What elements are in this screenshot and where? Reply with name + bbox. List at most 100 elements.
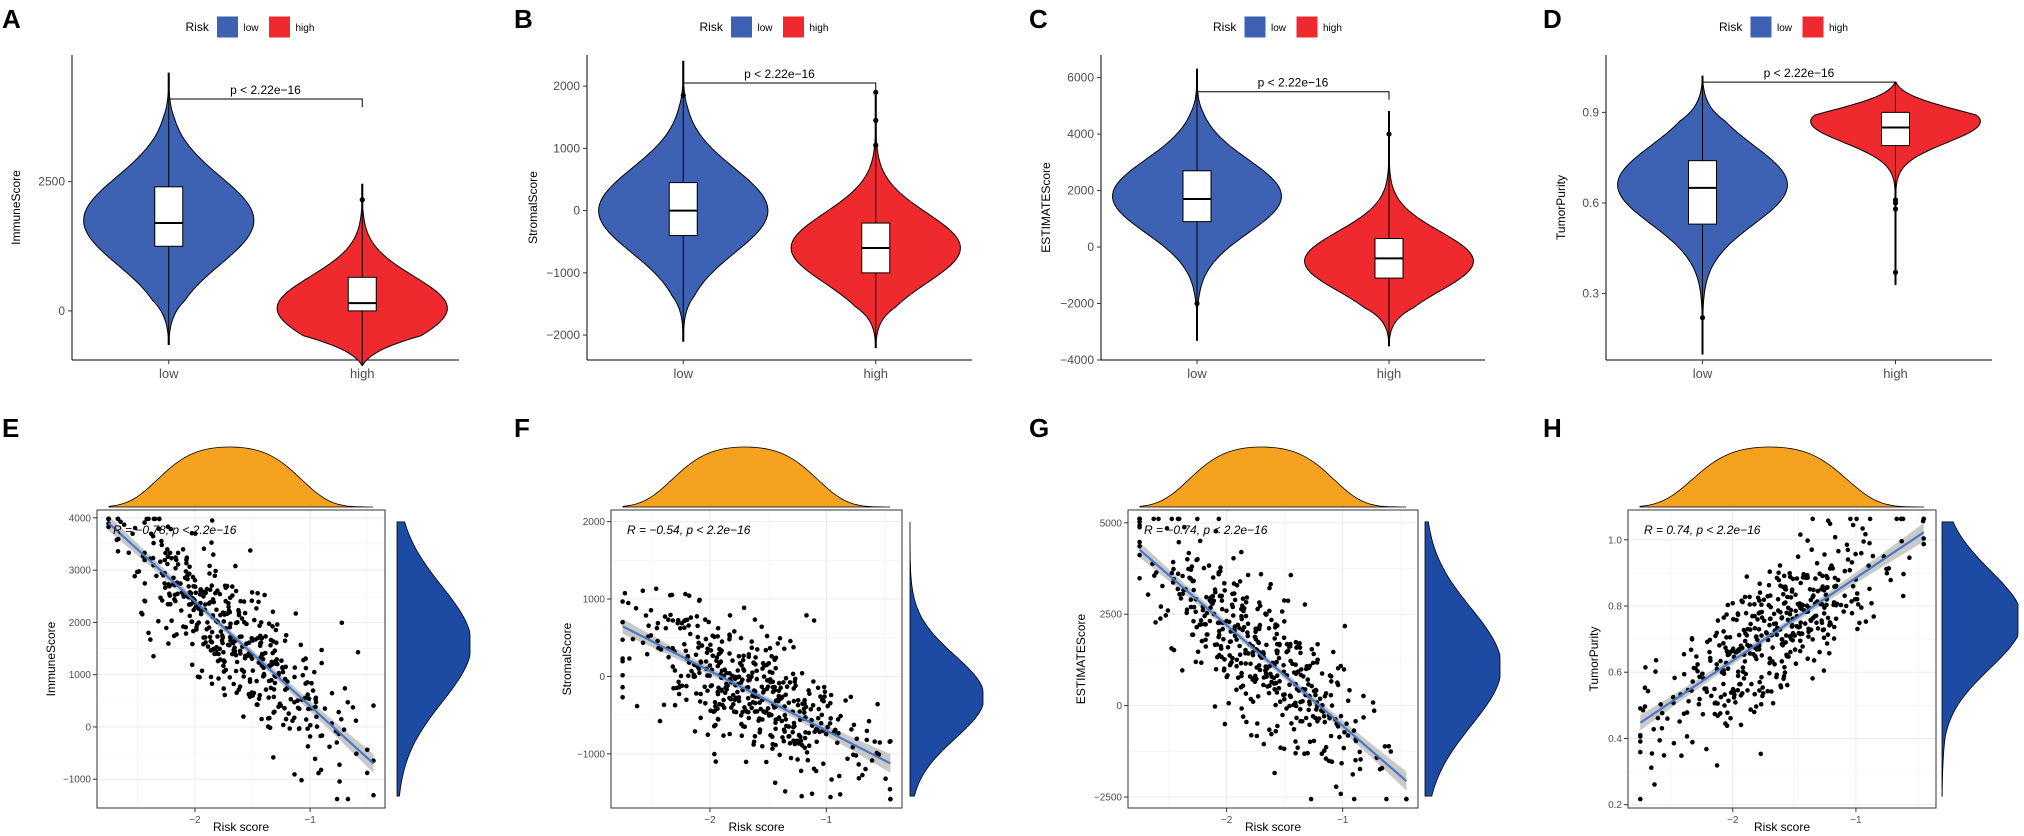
scatter-point [620,684,625,690]
scatter-point [822,689,828,695]
scatter-point [282,638,288,644]
scatter-point [258,620,264,625]
scatter-point [1787,574,1793,580]
scatter-point [189,619,195,624]
scatter-point [220,640,225,646]
scatter-point [851,722,857,728]
scatter-point [1274,673,1280,678]
scatter-point [620,619,625,625]
scatter-point [864,737,870,743]
scatter-point [1867,516,1873,522]
scatter-point [307,734,313,739]
scatter-point [703,659,709,664]
scatter-point [1328,692,1334,698]
scatter-point [1697,696,1702,702]
scatter-point [769,654,774,659]
scatter-point [1291,727,1297,732]
scatter-point [739,733,745,738]
scatter-point [759,624,764,630]
y-tick-label: 0.8 [1608,602,1622,613]
scatter-point [760,666,765,671]
scatter-point [213,568,218,574]
legend-swatch-low [1749,15,1773,39]
scatter-point [750,700,756,705]
scatter-point [186,584,191,589]
scatter-point [1721,641,1726,646]
scatter-point [1730,646,1736,651]
scatter-point [1353,719,1358,724]
scatter-point [790,729,795,735]
scatter-point [220,635,226,640]
scatter-point [1700,671,1705,677]
x-tick-label-low: low [1187,366,1207,381]
scatter-point [860,772,865,778]
scatter-point [1137,552,1142,558]
scatter-point [233,652,239,658]
scatter-point [1774,632,1780,638]
scatter-point [1859,550,1864,556]
scatter-point [1728,690,1734,695]
scatter-point [166,641,171,646]
scatter-point [1790,638,1795,643]
scatter-point [1211,598,1217,604]
scatter-point [716,717,721,722]
scatter-point [1231,581,1237,586]
scatter-point [692,674,698,679]
scatter-point [1894,516,1899,522]
scatter-point [1260,650,1266,655]
scatter-point [1151,516,1156,522]
scatter-point [646,623,651,628]
x-tick-label-high: high [1377,366,1402,381]
scatter-point [1907,555,1912,560]
scatter-point [708,642,713,648]
scatter-point [151,516,157,522]
scatter-point [1757,688,1762,693]
scatter-point [1657,738,1662,743]
scatter-point [792,741,798,747]
scatter-point [779,718,785,724]
y-tick-label: −1000 [63,775,92,786]
scatter-point [1844,542,1850,548]
scatter-point [248,548,253,553]
scatter-point [622,590,628,596]
scatter-point [222,692,228,698]
scatter-point [696,645,701,650]
scatter-point [1281,746,1287,752]
scatter-point [1171,566,1176,572]
scatter-point [1792,647,1798,652]
scatter-point [769,712,774,718]
correlation-label: R = −0.78, p < 2.2e−16 [113,523,237,537]
scatter-point [782,646,787,652]
scatter-point [1253,629,1258,634]
scatter-point [1284,706,1289,711]
scatter-point [201,635,206,640]
scatter-point [1806,634,1811,639]
x-tick-label-low: low [159,366,179,381]
scatter-point [1278,745,1283,750]
scatter-point [151,653,156,659]
scatter-point [1718,694,1724,700]
scatter-point [1775,608,1781,613]
scatter-point [189,530,195,536]
scatter-point [1823,592,1829,598]
scatter-point [287,726,293,731]
scatter-point [278,703,284,708]
scatter-point [1849,599,1854,604]
scatter-point [761,674,767,679]
scatter-point [165,524,171,529]
scatter-point [1769,689,1774,694]
scatter-point [1203,644,1209,649]
scatter-point [1820,627,1826,633]
scatter-point [1793,608,1798,614]
scatter-point [345,796,351,802]
scatter-point [1243,661,1248,666]
y-tick-label: 0.2 [1608,800,1622,811]
scatter-point [241,674,246,679]
legend: Risk low high [186,15,314,39]
scatter-point [1326,758,1332,764]
scatter-point [697,670,702,676]
scatter-point [1788,595,1794,600]
scatter-point [1272,770,1277,776]
scatter-point [1767,569,1773,574]
scatter-point [283,687,288,692]
